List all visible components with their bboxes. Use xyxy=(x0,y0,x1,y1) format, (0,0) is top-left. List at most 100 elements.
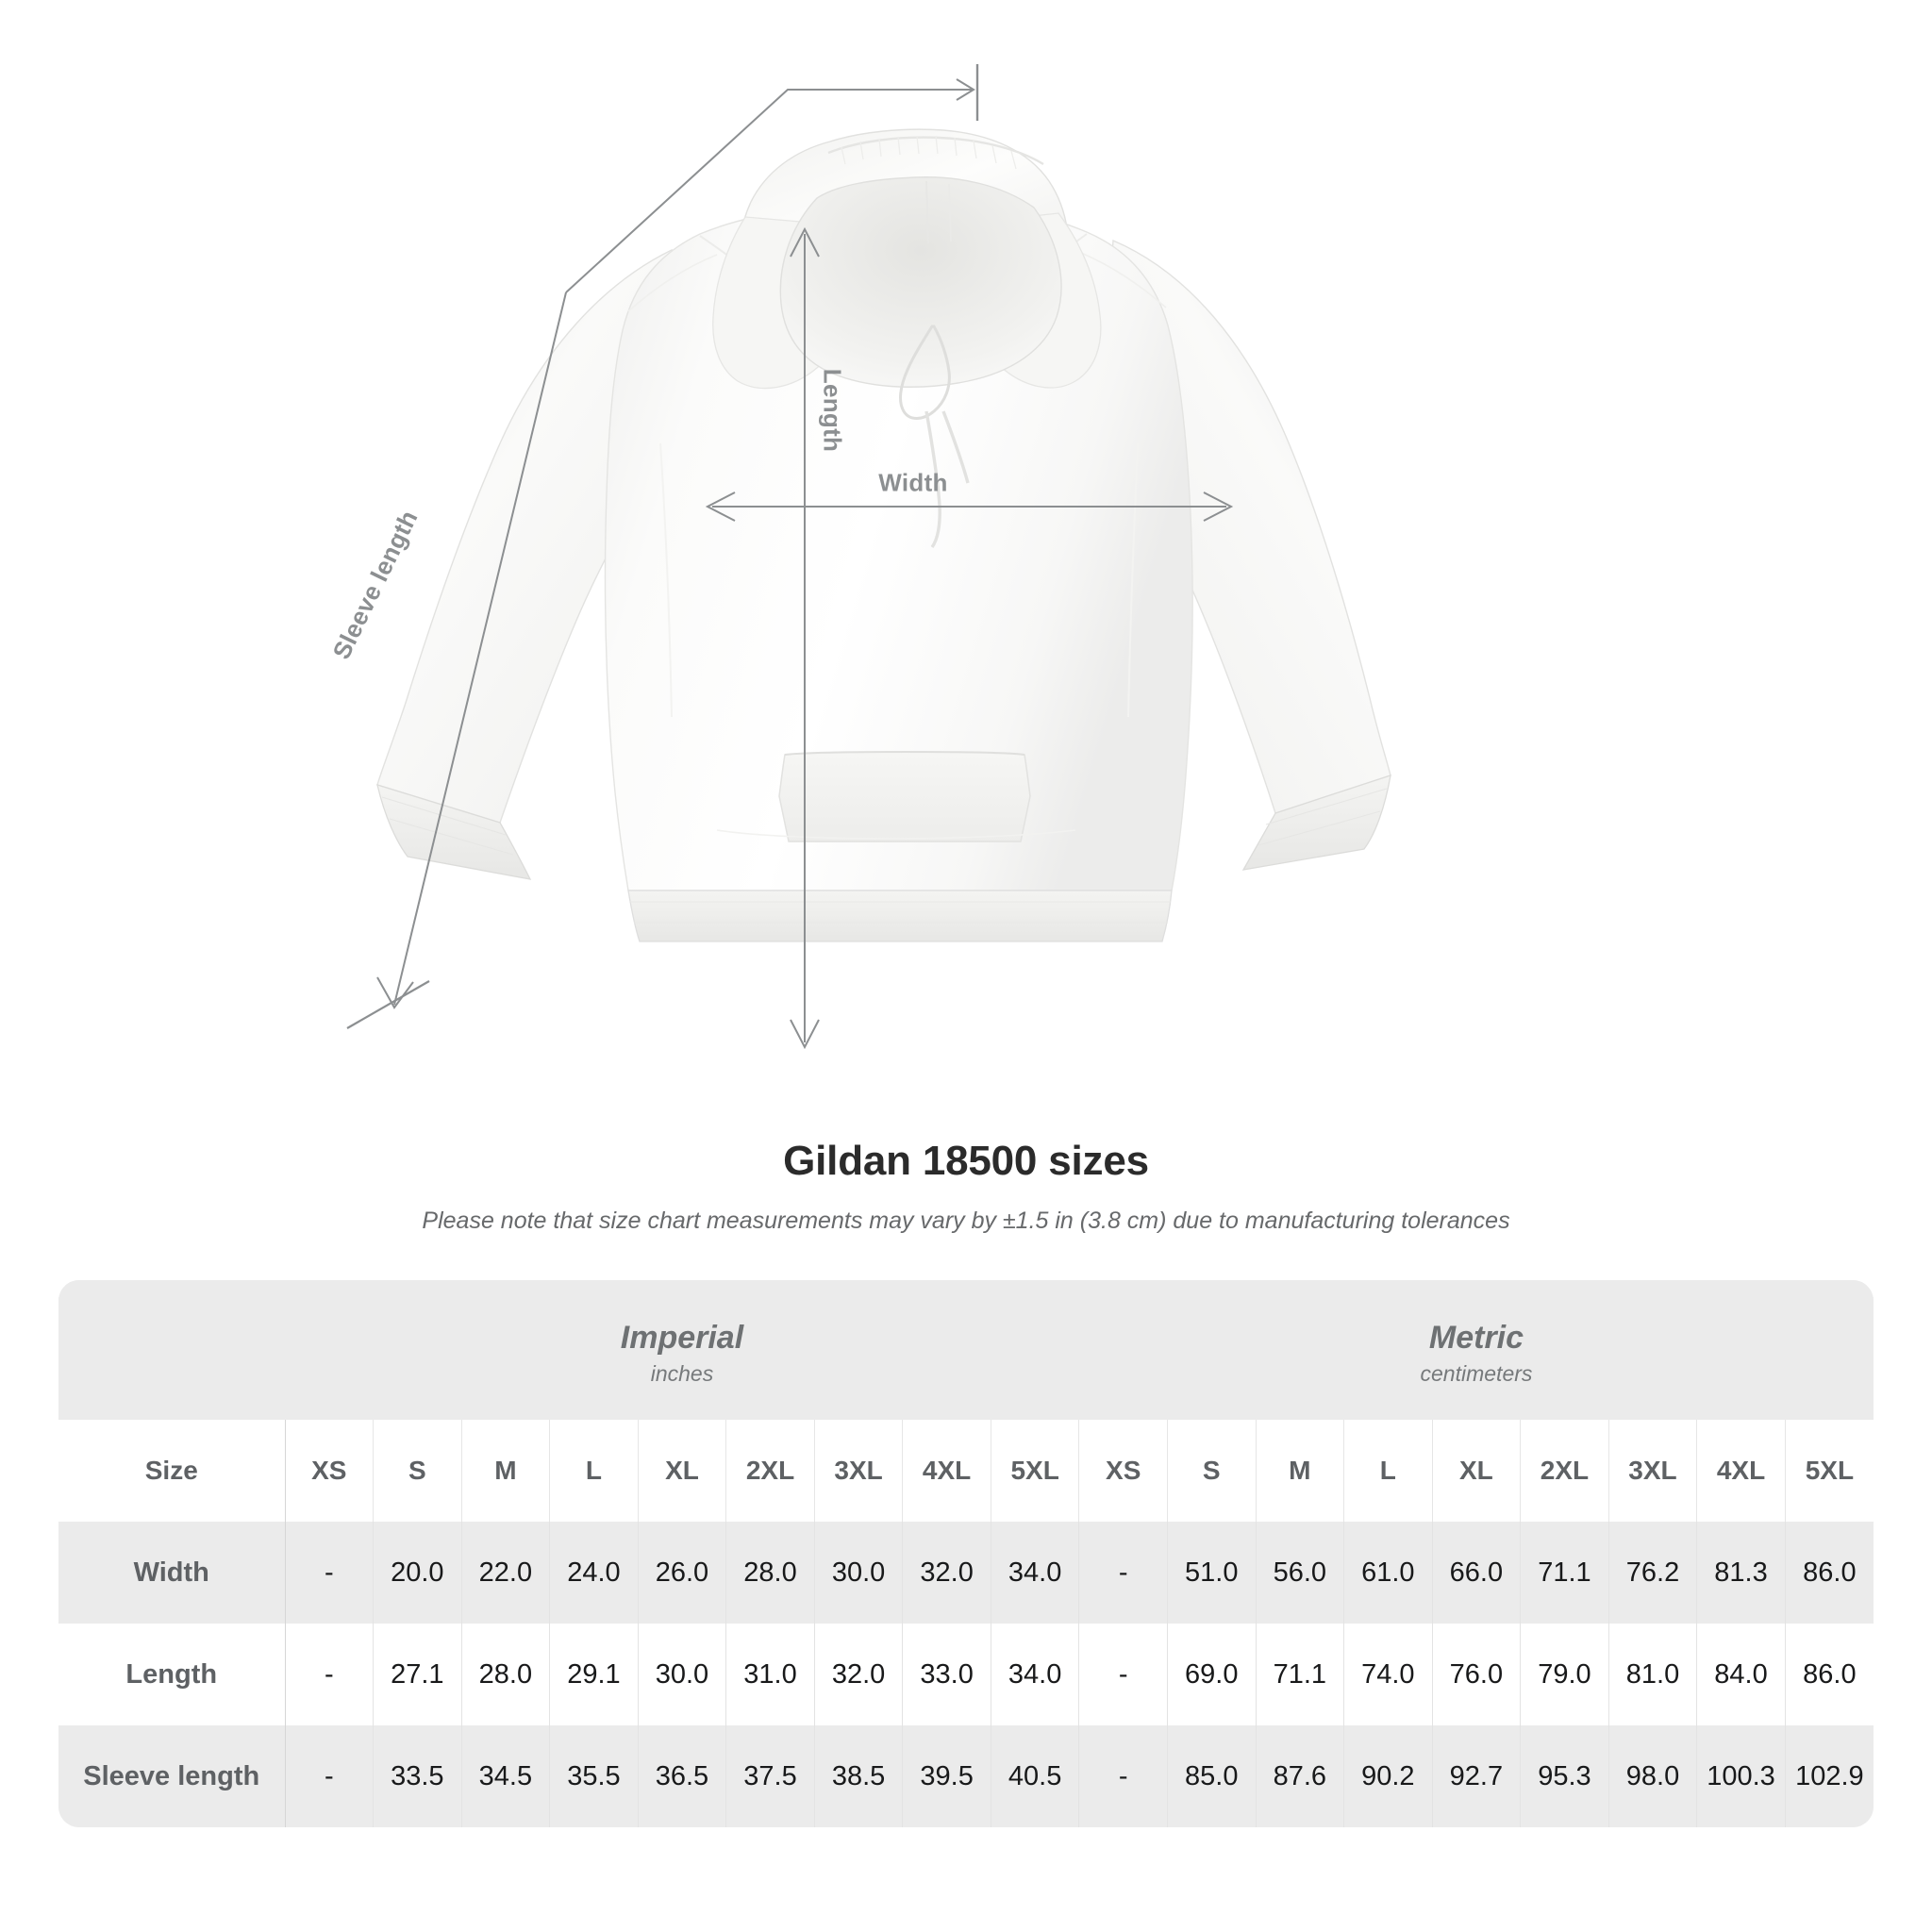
unit-row-spacer xyxy=(58,1280,285,1420)
table-row: Sleeve length -33.5 34.5 35.5 36.5 37.5 38.5 39… xyxy=(58,1725,1874,1827)
length-dimension xyxy=(790,226,820,1050)
cell-metric-xs: - xyxy=(1078,1624,1168,1725)
cell-metric-xs: - xyxy=(1078,1725,1168,1827)
bottom-hem xyxy=(627,890,1173,942)
drawstring-left xyxy=(924,410,941,549)
column-header-metric-m: M xyxy=(1256,1420,1345,1522)
column-header-metric-5xl: 5XL xyxy=(1785,1420,1874,1522)
column-header-metric-xl: XL xyxy=(1432,1420,1522,1522)
cell-imperial-xl: 26.0 xyxy=(638,1522,727,1624)
cell-imperial-xl: 30.0 xyxy=(638,1624,727,1725)
cell-imperial-xs: - xyxy=(284,1725,375,1827)
cell-metric-4xl: 81.3 xyxy=(1696,1522,1786,1624)
column-header-imperial-s: S xyxy=(373,1420,462,1522)
cell-metric-2xl: 95.3 xyxy=(1520,1725,1609,1827)
cell-metric-2xl: 71.1 xyxy=(1520,1522,1609,1624)
drawstring-knot xyxy=(899,325,951,420)
cell-imperial-s: 27.1 xyxy=(373,1624,462,1725)
unit-group-sublabel: inches xyxy=(650,1361,714,1386)
cell-metric-l: 74.0 xyxy=(1343,1624,1433,1725)
measurement-guides xyxy=(346,64,1234,1050)
width-label: Width xyxy=(878,468,948,497)
size-table: Imperial inches Metric centimeters Size XS S M L… xyxy=(58,1280,1874,1827)
left-sleeve xyxy=(376,248,690,824)
cell-imperial-3xl: 32.0 xyxy=(814,1624,904,1725)
sleeve-length-dimension xyxy=(346,291,567,1029)
unit-group-name: Imperial xyxy=(620,1319,744,1356)
column-header-imperial-4xl: 4XL xyxy=(902,1420,991,1522)
cell-metric-4xl: 100.3 xyxy=(1696,1725,1786,1827)
cell-metric-5xl: 86.0 xyxy=(1785,1522,1874,1624)
column-header-imperial-m: M xyxy=(461,1420,551,1522)
cell-imperial-l: 35.5 xyxy=(549,1725,639,1827)
unit-group-imperial: Imperial inches xyxy=(285,1280,1079,1420)
column-header-metric-3xl: 3XL xyxy=(1608,1420,1698,1522)
page-subtitle: Please note that size chart measurements… xyxy=(422,1207,1510,1234)
column-header-imperial-xl: XL xyxy=(638,1420,727,1522)
garment-shape xyxy=(376,128,1391,942)
unit-group-metric: Metric centimeters xyxy=(1078,1280,1874,1420)
cell-imperial-4xl: 39.5 xyxy=(902,1725,991,1827)
unit-group-sublabel: centimeters xyxy=(1420,1361,1533,1386)
kangaroo-pocket xyxy=(778,751,1031,842)
cell-metric-4xl: 84.0 xyxy=(1696,1624,1786,1725)
unit-group-name: Metric xyxy=(1428,1319,1524,1356)
cell-metric-xs: - xyxy=(1078,1522,1168,1624)
row-label-width: Width xyxy=(58,1522,286,1624)
hoodie-illustration xyxy=(346,64,1391,1050)
cell-metric-s: 69.0 xyxy=(1167,1624,1257,1725)
cell-metric-5xl: 102.9 xyxy=(1785,1725,1874,1827)
column-header-metric-s: S xyxy=(1167,1420,1257,1522)
cell-imperial-3xl: 38.5 xyxy=(814,1725,904,1827)
right-cuff xyxy=(1241,774,1391,871)
column-header-metric-l: L xyxy=(1343,1420,1433,1522)
cell-metric-m: 56.0 xyxy=(1256,1522,1345,1624)
table-row: Width -20.0 22.0 24.0 26.0 28.0 30.0 32.0 34.0-5… xyxy=(58,1522,1874,1624)
cell-metric-2xl: 79.0 xyxy=(1520,1624,1609,1725)
cell-imperial-2xl: 28.0 xyxy=(725,1522,815,1624)
cell-metric-l: 61.0 xyxy=(1343,1522,1433,1624)
cell-imperial-m: 34.5 xyxy=(461,1725,551,1827)
sleeve-callout-leader xyxy=(565,64,979,293)
cell-metric-xl: 66.0 xyxy=(1432,1522,1522,1624)
column-header-imperial-5xl: 5XL xyxy=(991,1420,1080,1522)
cell-imperial-4xl: 32.0 xyxy=(902,1522,991,1624)
cell-metric-3xl: 76.2 xyxy=(1608,1522,1698,1624)
cell-imperial-5xl: 34.0 xyxy=(991,1522,1080,1624)
hood-rim xyxy=(827,136,1044,166)
cell-metric-3xl: 98.0 xyxy=(1608,1725,1698,1827)
cell-imperial-4xl: 33.0 xyxy=(902,1624,991,1725)
cell-metric-l: 90.2 xyxy=(1343,1725,1433,1827)
cell-imperial-s: 20.0 xyxy=(373,1522,462,1624)
column-header-metric-xs: XS xyxy=(1078,1420,1168,1522)
cell-metric-5xl: 86.0 xyxy=(1785,1624,1874,1725)
column-header-imperial-3xl: 3XL xyxy=(814,1420,904,1522)
cell-imperial-5xl: 40.5 xyxy=(991,1725,1080,1827)
cell-imperial-m: 22.0 xyxy=(461,1522,551,1624)
row-label-sleeve-length: Sleeve length xyxy=(58,1725,286,1827)
size-table-container: Imperial inches Metric centimeters Size XS S M L… xyxy=(58,1280,1874,1827)
unit-group-row: Imperial inches Metric centimeters xyxy=(58,1280,1874,1420)
cell-imperial-3xl: 30.0 xyxy=(814,1522,904,1624)
column-header-metric-4xl: 4XL xyxy=(1696,1420,1786,1522)
table-row: Length -27.1 28.0 29.1 30.0 31.0 32.0 33.0 34.0-… xyxy=(58,1624,1874,1725)
cell-metric-3xl: 81.0 xyxy=(1608,1624,1698,1725)
cell-metric-m: 87.6 xyxy=(1256,1725,1345,1827)
cell-imperial-l: 24.0 xyxy=(549,1522,639,1624)
column-header-imperial-2xl: 2XL xyxy=(725,1420,815,1522)
row-label-length: Length xyxy=(58,1624,286,1725)
cell-metric-xl: 76.0 xyxy=(1432,1624,1522,1725)
cell-imperial-l: 29.1 xyxy=(549,1624,639,1725)
cell-metric-s: 85.0 xyxy=(1167,1725,1257,1827)
column-header-imperial-l: L xyxy=(549,1420,639,1522)
cell-imperial-m: 28.0 xyxy=(461,1624,551,1725)
cell-imperial-s: 33.5 xyxy=(373,1725,462,1827)
column-header-size: Size xyxy=(58,1420,286,1522)
title-block: Gildan 18500 sizes Please note that size… xyxy=(0,1137,1932,1236)
cell-imperial-xs: - xyxy=(284,1624,375,1725)
cell-metric-xl: 92.7 xyxy=(1432,1725,1522,1827)
cell-imperial-5xl: 34.0 xyxy=(991,1624,1080,1725)
column-header-imperial-xs: XS xyxy=(284,1420,375,1522)
cell-metric-m: 71.1 xyxy=(1256,1624,1345,1725)
